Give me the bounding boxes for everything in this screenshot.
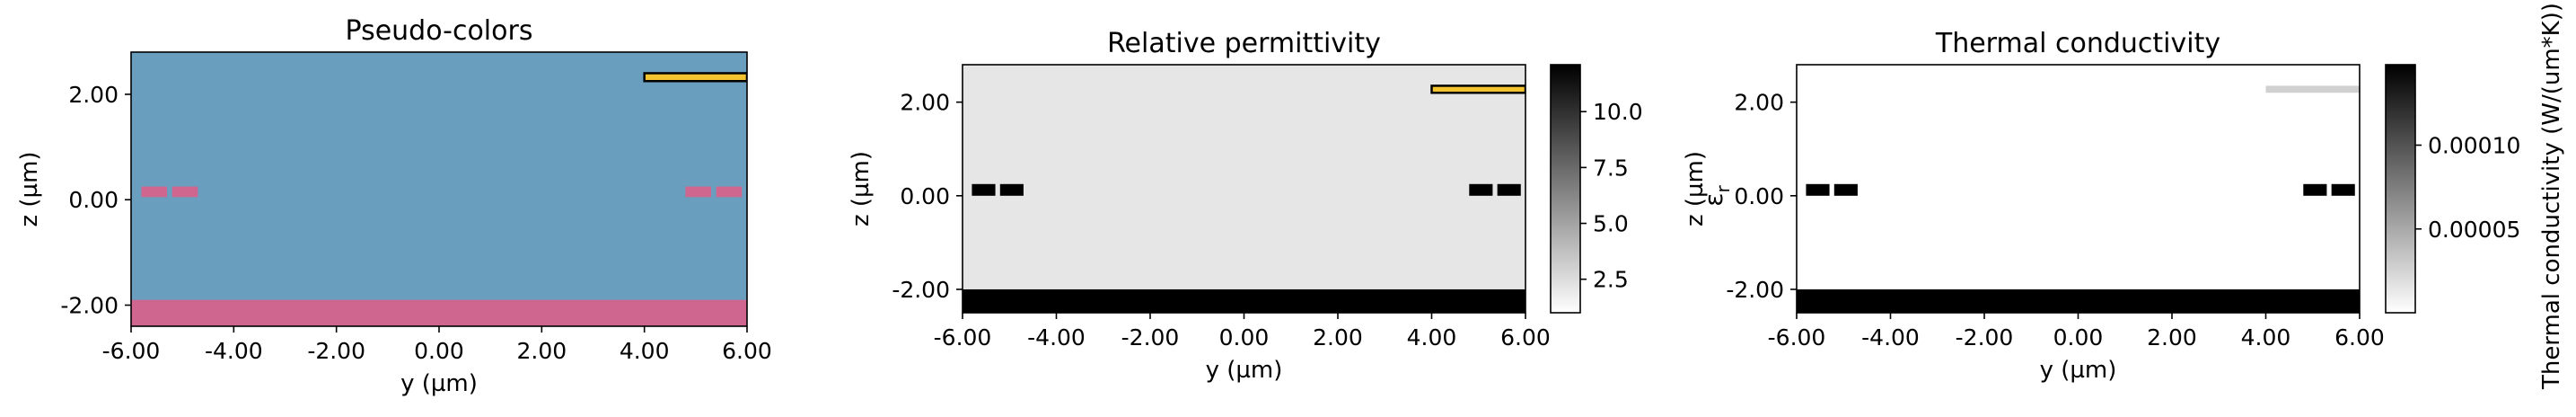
colorbar-gradient	[1550, 64, 1581, 314]
chart-title: Pseudo-colors	[346, 15, 533, 47]
x-tick-label: 4.00	[1407, 324, 1457, 350]
y-tick-label: 2.00	[68, 82, 119, 108]
colorbar-label-sub: r	[1712, 185, 1734, 193]
region-3	[999, 183, 1024, 196]
x-tick-label: -2.00	[1956, 324, 2014, 350]
region-5	[2331, 183, 2355, 196]
region-4	[1469, 183, 1493, 196]
x-tick-label: -6.00	[102, 338, 161, 364]
chart-title: Relative permittivity	[1107, 28, 1381, 59]
panel-2: Relative permittivity -6.00 -4.00 -2.00 0.00…	[848, 28, 1734, 384]
region-2	[141, 186, 168, 198]
plot-background	[1797, 65, 2360, 313]
x-axis-label: y (µm)	[2040, 357, 2117, 384]
colorbar-label-main: ε	[1699, 193, 1728, 207]
x-tick-label: -4.00	[1027, 324, 1086, 350]
chart-title: Thermal conductivity	[1935, 28, 2220, 59]
y-axis-label: z (µm)	[1682, 151, 1709, 226]
plot-background	[963, 65, 1525, 313]
x-tick-label: -4.00	[1861, 324, 1920, 350]
y-axis-label: z (µm)	[848, 151, 875, 226]
y-tick-label: 0.00	[68, 187, 119, 213]
region-5	[716, 186, 743, 198]
y-tick-label: 0.00	[900, 183, 950, 209]
y-tick-label: -2.00	[1726, 277, 1784, 303]
region-1	[131, 299, 747, 326]
y-tick-label: 2.00	[900, 90, 950, 116]
x-tick-label: 0.00	[414, 338, 464, 364]
x-tick-label: 2.00	[516, 338, 567, 364]
colorbar-tick-label: 7.5	[1593, 155, 1629, 181]
region-3	[1833, 183, 1858, 196]
colorbar: 0.00005 0.00010 Thermal conductivity (W/(u…	[2385, 3, 2565, 390]
panel-1: Pseudo-colors -6.00 -4.00 -2.00 0.00 2.00 4.00…	[16, 15, 772, 397]
region-1	[963, 288, 1525, 313]
x-tick-label: 2.00	[2147, 324, 2197, 350]
y-tick-label: -2.00	[892, 277, 950, 303]
x-tick-label: 0.00	[2053, 324, 2104, 350]
region-4	[685, 186, 711, 198]
x-tick-label: -4.00	[205, 338, 263, 364]
region-6	[2265, 85, 2360, 93]
region-5	[1497, 183, 1521, 196]
region-6	[643, 72, 747, 83]
x-axis-label: y (µm)	[1206, 357, 1283, 384]
plot-background	[131, 52, 747, 326]
region-4	[2303, 183, 2327, 196]
colorbar-gradient	[2385, 64, 2416, 314]
x-tick-label: 0.00	[1219, 324, 1270, 350]
regions	[963, 84, 1525, 313]
y-tick-label: 0.00	[1734, 183, 1784, 209]
region-2	[1806, 183, 1830, 196]
x-tick-label: -2.00	[307, 338, 365, 364]
colorbar-tick-label: 2.5	[1593, 267, 1629, 293]
colorbar-tick-label: 0.00010	[2428, 133, 2520, 159]
region-6	[1430, 84, 1525, 94]
y-axis-label: z (µm)	[16, 151, 43, 226]
x-tick-label: -2.00	[1121, 324, 1180, 350]
x-tick-label: 6.00	[722, 338, 772, 364]
x-tick-label: 6.00	[2334, 324, 2385, 350]
colorbar-tick-label: 10.0	[1593, 99, 1643, 125]
x-tick-label: 4.00	[2241, 324, 2291, 350]
x-tick-label: 2.00	[1313, 324, 1363, 350]
regions	[131, 72, 747, 326]
region-1	[1797, 288, 2360, 313]
colorbar-label: εr	[1699, 185, 1734, 207]
colorbar-tick-label: 0.00005	[2428, 217, 2520, 243]
region-3	[171, 186, 198, 198]
panel-3: Thermal conductivity -6.00 -4.00 -2.00 0.00 2…	[1682, 3, 2565, 390]
y-tick-label: -2.00	[60, 293, 119, 319]
x-tick-label: 6.00	[1500, 324, 1551, 350]
x-axis-label: y (µm)	[400, 370, 478, 397]
regions	[1797, 85, 2360, 313]
x-tick-label: -6.00	[1768, 324, 1826, 350]
colorbar: 2.5 5.0 7.5 10.0 εr	[1550, 64, 1734, 314]
region-2	[971, 183, 996, 196]
colorbar-tick-label: 5.0	[1593, 211, 1629, 237]
x-tick-label: 4.00	[620, 338, 670, 364]
y-tick-label: 2.00	[1734, 90, 1784, 116]
x-tick-label: -6.00	[934, 324, 992, 350]
colorbar-label: Thermal conductivity (W/(um*K))	[2538, 3, 2565, 390]
